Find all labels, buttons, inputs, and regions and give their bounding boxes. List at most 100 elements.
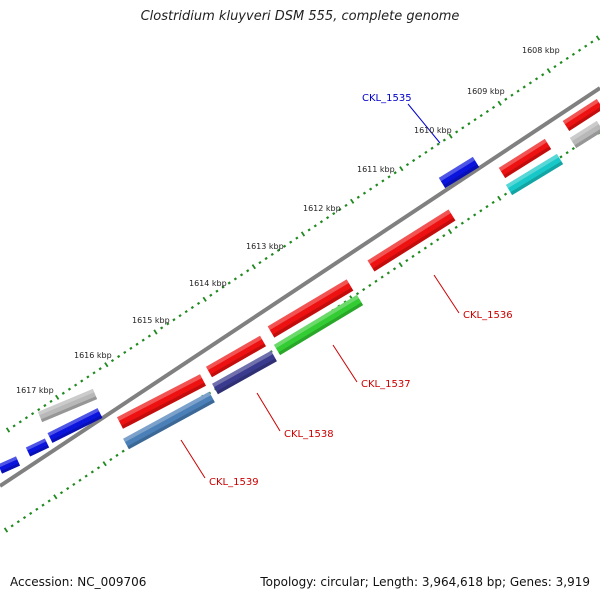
tick-mark xyxy=(80,379,84,383)
tick-mark xyxy=(355,292,360,296)
gene-bar-gray-edge xyxy=(569,120,600,149)
tick-mark xyxy=(565,151,569,155)
tick-mark xyxy=(117,354,121,359)
tick-mark xyxy=(436,142,440,146)
gene-label: CKL_1535 xyxy=(362,93,412,104)
gene-bar-gray-left xyxy=(37,388,98,423)
tick-mark xyxy=(233,277,238,281)
gene-callouts: CKL_1535 CKL_1536 CKL_1537 CKL_1538 CKL_1539 xyxy=(180,93,513,488)
tick-mark xyxy=(374,279,378,283)
tick-mark xyxy=(98,367,102,371)
tick-mark xyxy=(221,285,225,289)
tick-mark xyxy=(473,213,477,217)
kbp-label: 1609 kbp xyxy=(467,87,505,96)
tick-mark xyxy=(258,261,262,265)
tick-mark xyxy=(497,195,502,201)
tick-mark xyxy=(66,486,70,491)
gene-label: CKL_1536 xyxy=(463,310,513,321)
gene-bar-red-1537 xyxy=(267,279,354,338)
tick-mark xyxy=(12,424,16,428)
tick-mark xyxy=(473,118,477,122)
tick-mark xyxy=(392,267,397,271)
tick-mark xyxy=(386,271,390,275)
tick-mark xyxy=(22,515,27,520)
tick-mark xyxy=(59,491,64,495)
tick-mark xyxy=(147,334,151,338)
tick-mark xyxy=(559,155,563,159)
kbp-label: 1612 kbp xyxy=(303,204,341,213)
gene-bar-blue-left xyxy=(47,408,103,443)
tick-mark xyxy=(467,122,471,126)
tick-mark xyxy=(332,212,336,216)
tick-mark xyxy=(399,166,404,172)
tick-mark xyxy=(460,221,464,225)
tick-mark xyxy=(96,466,101,470)
tick-mark xyxy=(503,192,508,196)
tick-mark xyxy=(196,301,201,305)
gene-bar-blue-small xyxy=(25,438,50,457)
tick-mark xyxy=(78,478,82,482)
kbp-labels: 1608 kbp 1609 kbp 1610 kbp 1611 kbp 1612 kbp… xyxy=(16,46,560,395)
tick-mark xyxy=(418,154,422,158)
tick-mark xyxy=(541,73,545,77)
tick-mark xyxy=(368,187,373,191)
tick-mark xyxy=(90,470,94,474)
gene-bar-blue-1535 xyxy=(438,156,480,189)
tick-mark xyxy=(590,40,594,44)
tick-mark xyxy=(368,283,372,287)
tick-mark xyxy=(497,100,502,106)
gene-bar-cyan-right xyxy=(505,153,564,196)
tick-mark xyxy=(387,175,391,179)
tick-mark xyxy=(246,269,250,273)
gene-features xyxy=(0,98,600,474)
tick-mark xyxy=(553,65,557,69)
accession-text: Accession: NC_009706 xyxy=(10,575,147,589)
gene-bar-red-1539 xyxy=(117,374,206,429)
tick-mark xyxy=(264,256,268,261)
tick-mark xyxy=(172,318,176,322)
genome-backbone xyxy=(0,86,600,488)
outer-tick-ring xyxy=(5,35,600,433)
tick-mark xyxy=(380,275,384,279)
callout-line xyxy=(433,274,460,314)
tick-mark xyxy=(109,457,113,462)
tick-mark xyxy=(239,273,244,277)
kbp-label: 1617 kbp xyxy=(16,386,54,395)
tick-mark xyxy=(338,207,342,212)
gene-bar-steel-1539 xyxy=(123,391,215,450)
tick-mark xyxy=(429,242,434,246)
gene-bar-red-1538 xyxy=(206,335,266,378)
tick-mark xyxy=(528,81,533,85)
tick-mark xyxy=(72,482,76,486)
tick-mark xyxy=(115,453,119,457)
tick-mark xyxy=(289,240,293,244)
map-title: Clostridium kluyveri DSM 555, complete g… xyxy=(140,9,460,24)
callout-line xyxy=(407,103,441,144)
tick-mark xyxy=(362,191,367,195)
tick-mark xyxy=(276,248,281,252)
tick-mark xyxy=(29,511,33,515)
gene-bar-navy-1538 xyxy=(212,350,277,395)
tick-mark xyxy=(41,503,45,507)
tick-mark xyxy=(104,362,109,368)
tick-mark xyxy=(398,262,403,268)
tick-mark xyxy=(534,77,539,81)
tick-mark xyxy=(577,48,582,52)
tick-mark xyxy=(47,499,51,503)
tick-mark xyxy=(516,89,520,93)
tick-mark xyxy=(30,412,35,416)
tick-mark xyxy=(295,236,299,240)
tick-mark xyxy=(565,56,569,60)
tick-mark xyxy=(300,231,306,237)
tick-mark xyxy=(350,198,355,204)
tick-mark xyxy=(485,109,489,114)
tick-mark xyxy=(504,97,508,101)
tick-mark xyxy=(18,420,22,424)
kbp-label: 1608 kbp xyxy=(522,46,560,55)
tick-mark xyxy=(319,220,324,224)
tick-mark xyxy=(73,383,78,387)
tick-mark xyxy=(559,60,563,65)
tick-mark xyxy=(442,138,446,142)
tick-mark xyxy=(313,224,317,228)
gene-bar-blue-edge xyxy=(0,456,21,474)
